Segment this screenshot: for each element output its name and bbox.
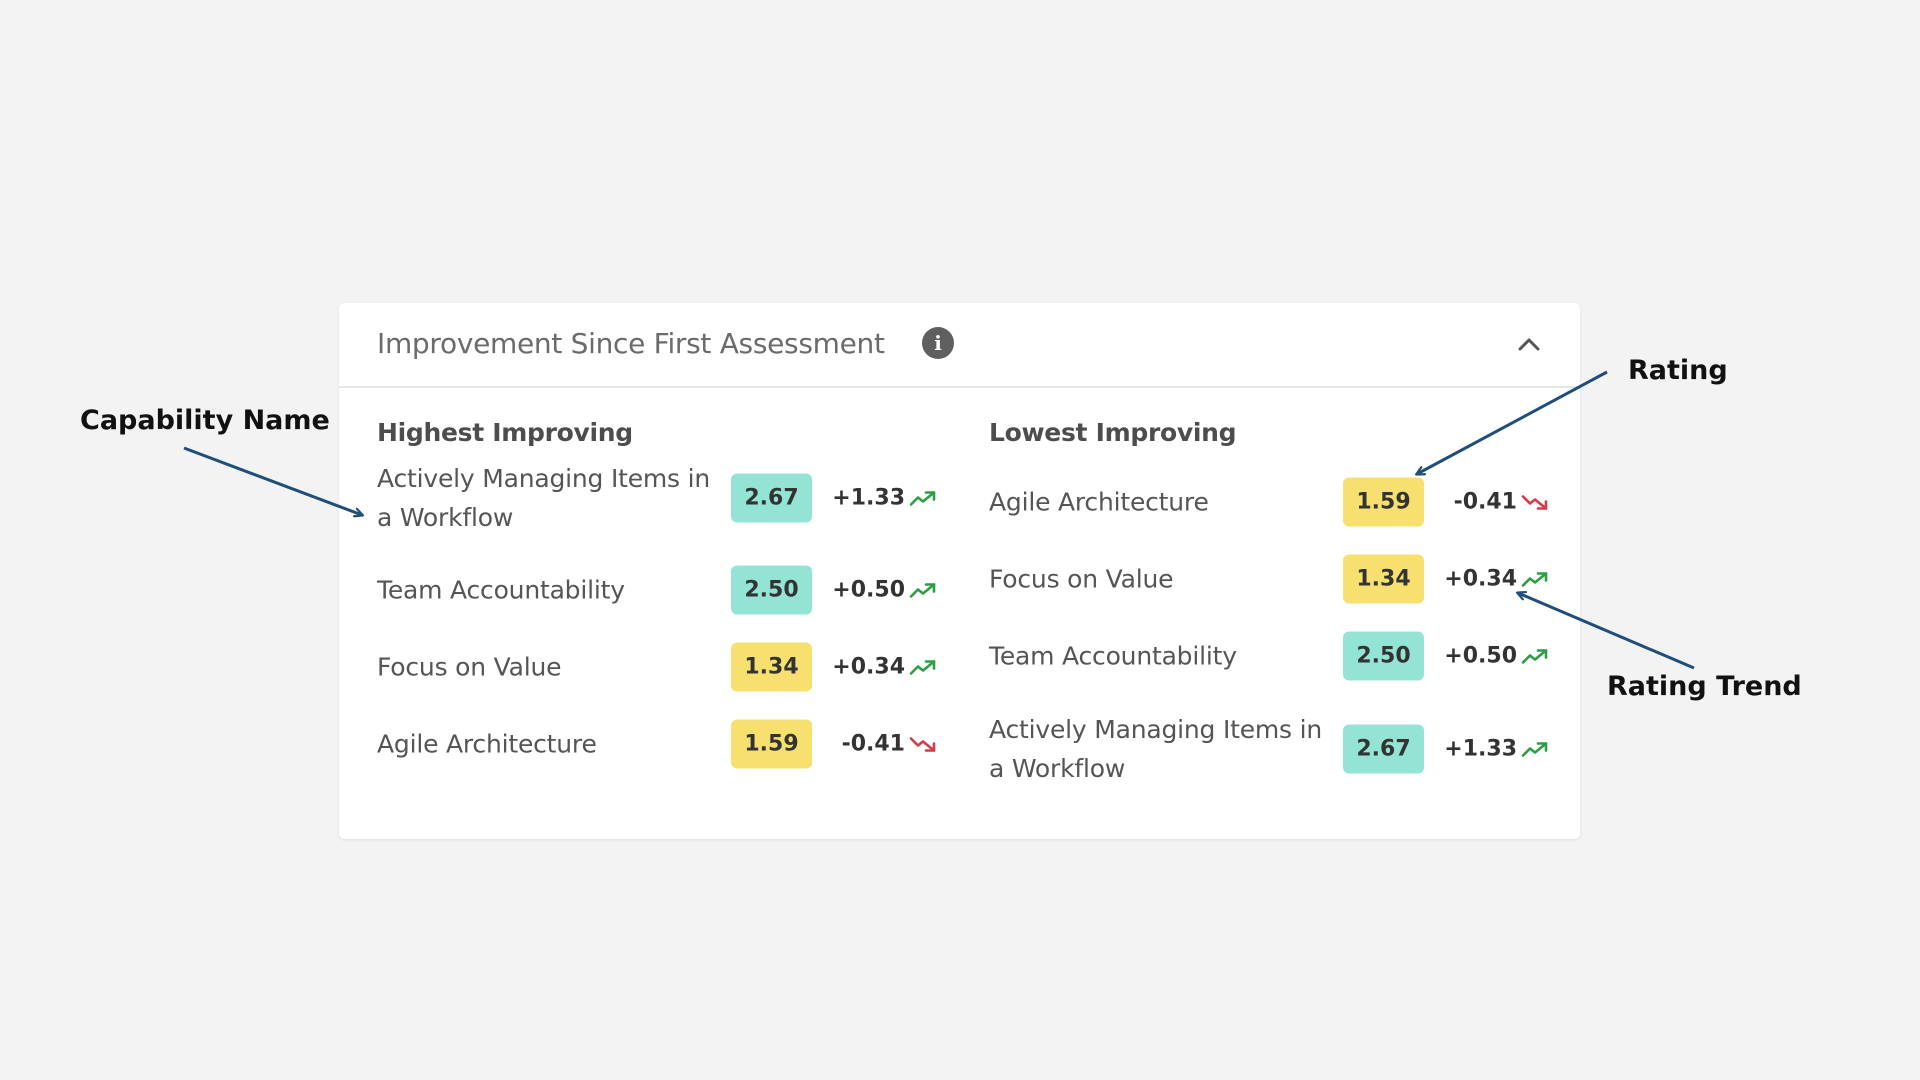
- capability-name: Actively Managing Items in a Workflow: [989, 715, 1323, 783]
- rating-trend: +0.34: [832, 655, 937, 680]
- section-title-highest: Highest Improving: [377, 418, 633, 447]
- rating-badge: 2.50: [1343, 631, 1424, 681]
- trend-value: +0.34: [832, 654, 905, 680]
- capability-name: Team Accountability: [989, 641, 1237, 671]
- capability-row: Agile Architecture 1.59 -0.41: [377, 704, 937, 784]
- trend-up-icon: [1521, 648, 1548, 664]
- info-icon[interactable]: i: [922, 327, 954, 359]
- trend-value: +0.34: [1444, 566, 1517, 592]
- capability-name: Focus on Value: [377, 652, 562, 682]
- capability-name: Actively Managing Items in a Workflow: [377, 464, 711, 532]
- capability-row: Focus on Value 1.34 +0.34: [377, 627, 937, 707]
- card-header[interactable]: Improvement Since First Assessment i: [339, 303, 1580, 388]
- rating-badge: 2.67: [1343, 724, 1424, 774]
- rating-badge: 2.67: [731, 473, 812, 523]
- trend-up-icon: [1521, 741, 1548, 757]
- trend-value: -0.41: [841, 731, 905, 757]
- capability-row: Team Accountability 2.50 +0.50: [989, 616, 1549, 696]
- rating-trend: +0.50: [832, 578, 937, 603]
- trend-value: +0.50: [1444, 643, 1517, 669]
- trend-up-icon: [1521, 571, 1548, 587]
- capability-name: Agile Architecture: [377, 729, 597, 759]
- rating-badge: 2.50: [731, 565, 812, 615]
- rating-trend: +0.50: [1444, 644, 1549, 669]
- capability-row: Focus on Value 1.34 +0.34: [989, 539, 1549, 619]
- capability-name: Agile Architecture: [989, 487, 1209, 517]
- trend-up-icon: [909, 659, 936, 675]
- capability-row: Team Accountability 2.50 +0.50: [377, 550, 937, 630]
- section-title-lowest: Lowest Improving: [989, 418, 1237, 447]
- capability-name: Focus on Value: [989, 564, 1174, 594]
- annotation-rating: Rating: [1628, 355, 1728, 386]
- rating-badge: 1.59: [1343, 477, 1424, 527]
- rating-badge: 1.34: [731, 642, 812, 692]
- rating-trend: +1.33: [1444, 737, 1549, 762]
- annotation-capability-name: Capability Name: [80, 405, 330, 436]
- capability-row: Actively Managing Items in a Workflow 2.…: [989, 709, 1549, 789]
- rating-trend: -0.41: [1454, 490, 1549, 515]
- trend-value: +1.33: [1444, 736, 1517, 762]
- rating-badge: 1.59: [731, 719, 812, 769]
- trend-value: +1.33: [832, 485, 905, 511]
- trend-value: +0.50: [832, 577, 905, 603]
- rating-trend: +0.34: [1444, 567, 1549, 592]
- chevron-up-icon[interactable]: [1516, 331, 1542, 357]
- card-title: Improvement Since First Assessment: [377, 327, 885, 360]
- rating-trend: -0.41: [842, 732, 937, 757]
- rating-badge: 1.34: [1343, 554, 1424, 604]
- capability-row: Agile Architecture 1.59 -0.41: [989, 462, 1549, 542]
- capability-row: Actively Managing Items in a Workflow 2.…: [377, 458, 937, 538]
- trend-down-icon: [909, 736, 936, 752]
- arrow-capability-name: [183, 446, 362, 515]
- annotation-rating-trend: Rating Trend: [1607, 671, 1802, 702]
- trend-up-icon: [909, 582, 936, 598]
- capability-name: Team Accountability: [377, 575, 625, 605]
- rating-trend: +1.33: [832, 486, 937, 511]
- trend-up-icon: [909, 490, 936, 506]
- trend-value: -0.41: [1453, 489, 1517, 515]
- trend-down-icon: [1521, 494, 1548, 510]
- improvement-card: Improvement Since First Assessment i Hig…: [339, 303, 1580, 839]
